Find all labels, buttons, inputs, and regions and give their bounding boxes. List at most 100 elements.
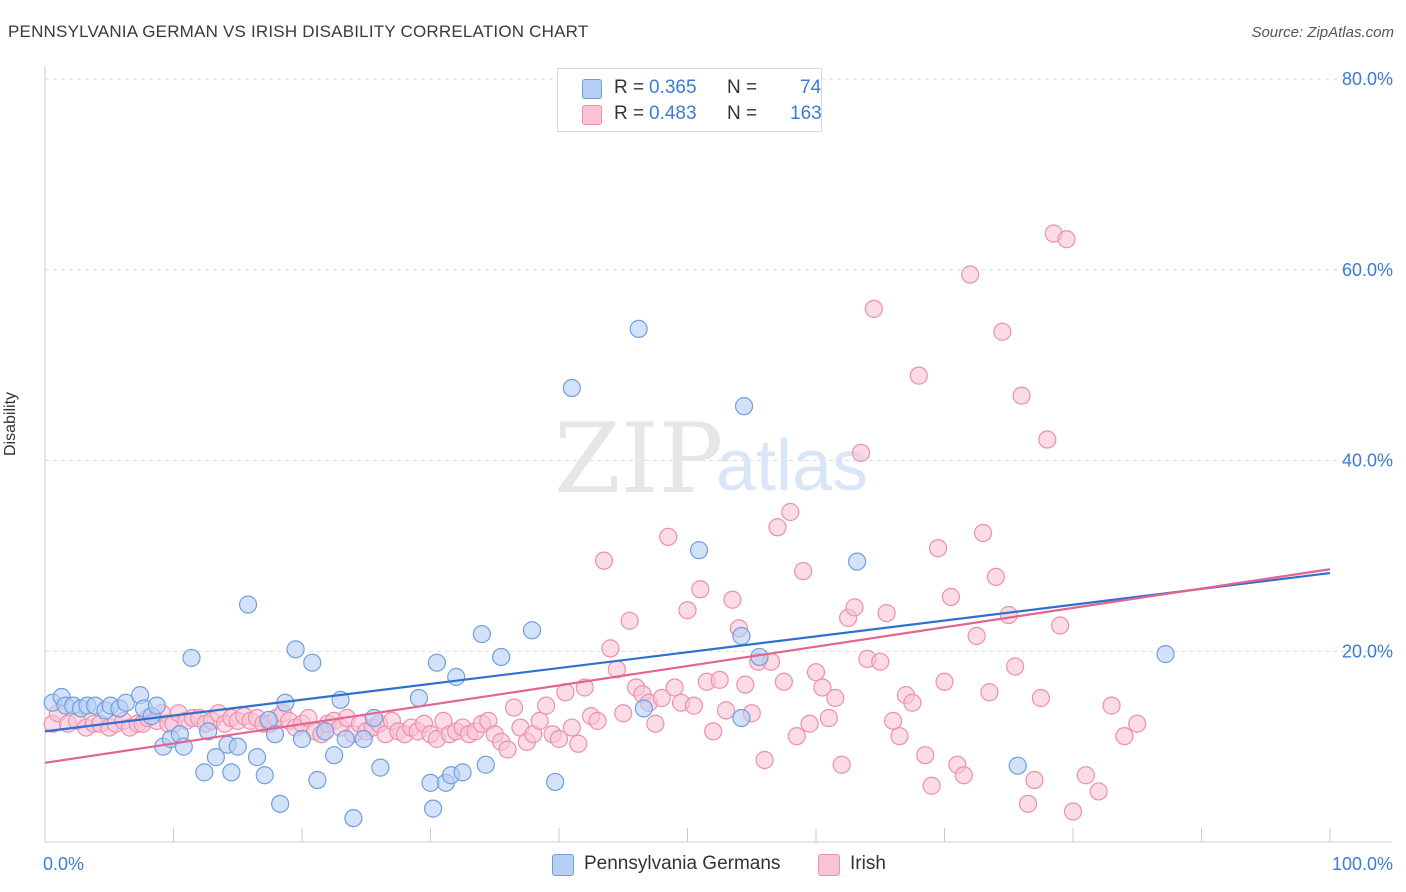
- data-point: [344, 809, 363, 828]
- trend-line-irish: [44, 568, 1331, 764]
- data-point: [678, 601, 697, 620]
- legend-label: Irish: [850, 853, 886, 874]
- data-point: [665, 678, 684, 697]
- data-point: [1156, 645, 1175, 664]
- data-point: [421, 773, 440, 792]
- x-tick-label: 100.0%: [1332, 854, 1393, 874]
- data-point: [1102, 696, 1121, 715]
- data-point: [546, 772, 565, 792]
- data-point: [336, 729, 355, 749]
- x-tick-label: 0.0%: [43, 854, 84, 874]
- blue-swatch: [552, 854, 574, 876]
- data-point: [238, 595, 258, 614]
- data-point: [1008, 756, 1027, 775]
- data-point: [472, 624, 491, 644]
- data-point: [961, 265, 980, 284]
- data-point: [967, 626, 986, 646]
- data-point: [916, 746, 935, 765]
- data-point: [620, 611, 639, 630]
- r-label: R =: [614, 77, 645, 98]
- data-point: [691, 580, 710, 599]
- data-point: [629, 319, 648, 338]
- data-point: [354, 729, 373, 749]
- data-point: [504, 698, 524, 717]
- n-value: 74: [800, 77, 822, 98]
- data-point: [325, 746, 344, 765]
- data-point: [1006, 657, 1025, 676]
- data-point: [871, 652, 890, 671]
- data-point: [903, 693, 922, 712]
- data-point: [492, 647, 511, 667]
- data-point: [199, 722, 218, 741]
- data-point: [928, 539, 948, 558]
- data-point: [954, 766, 973, 785]
- data-point: [634, 699, 653, 718]
- data-point: [206, 748, 226, 767]
- n-label: N =: [727, 77, 758, 98]
- data-point: [498, 740, 517, 759]
- data-point: [710, 670, 729, 689]
- data-point: [1128, 714, 1147, 733]
- data-point: [689, 541, 709, 560]
- data-point: [1063, 802, 1083, 821]
- y-tick-label: 20.0%: [1342, 641, 1393, 661]
- r-value: 0.483: [649, 103, 697, 124]
- data-point: [316, 722, 335, 741]
- data-point: [1089, 782, 1108, 801]
- data-point: [423, 799, 443, 818]
- data-point: [845, 598, 864, 617]
- data-point: [522, 621, 542, 640]
- data-point: [736, 675, 755, 694]
- data-point: [864, 299, 883, 318]
- data-point: [732, 708, 751, 728]
- data-point: [755, 750, 774, 770]
- data-point: [1025, 770, 1044, 790]
- legend-label: Pennsylvania Germans: [584, 853, 781, 874]
- n-value: 163: [790, 103, 822, 124]
- data-point: [371, 758, 390, 777]
- pink-swatch: [818, 854, 840, 876]
- data-point: [476, 755, 495, 774]
- trend-line-pennsylvania-germans: [44, 571, 1331, 733]
- data-point: [1076, 766, 1095, 785]
- y-tick-label: 40.0%: [1342, 451, 1393, 471]
- data-point: [1012, 386, 1031, 405]
- data-point: [781, 502, 800, 522]
- data-point: [453, 763, 472, 782]
- data-point: [594, 551, 614, 570]
- data-point: [774, 672, 793, 691]
- data-point: [848, 552, 867, 571]
- data-point: [549, 729, 569, 749]
- data-point: [265, 725, 285, 744]
- data-point: [601, 639, 620, 658]
- data-point: [271, 794, 290, 813]
- data-point: [935, 672, 954, 691]
- data-point: [999, 605, 1018, 625]
- data-point: [768, 518, 787, 537]
- source-label: Source: ZipAtlas.com: [1251, 24, 1394, 41]
- data-point: [877, 603, 896, 623]
- data-point: [588, 711, 607, 730]
- data-point: [1031, 688, 1050, 708]
- data-point: [308, 770, 327, 790]
- data-point: [530, 711, 549, 730]
- pink-swatch: [582, 105, 602, 125]
- data-point: [909, 366, 928, 385]
- data-point: [447, 667, 466, 687]
- data-point: [716, 701, 736, 720]
- data-point: [182, 648, 201, 668]
- data-point: [537, 696, 556, 715]
- data-point: [292, 729, 312, 749]
- data-point: [652, 688, 671, 708]
- data-point: [787, 727, 806, 746]
- data-point: [922, 776, 941, 795]
- axes: [44, 66, 1392, 843]
- y-tick-label: 60.0%: [1342, 260, 1393, 280]
- data-point: [794, 562, 813, 581]
- data-point: [562, 718, 581, 737]
- data-point: [826, 688, 845, 708]
- data-point: [732, 626, 751, 646]
- trend-lines: [44, 568, 1331, 764]
- watermark: ZIP atlas: [554, 403, 868, 515]
